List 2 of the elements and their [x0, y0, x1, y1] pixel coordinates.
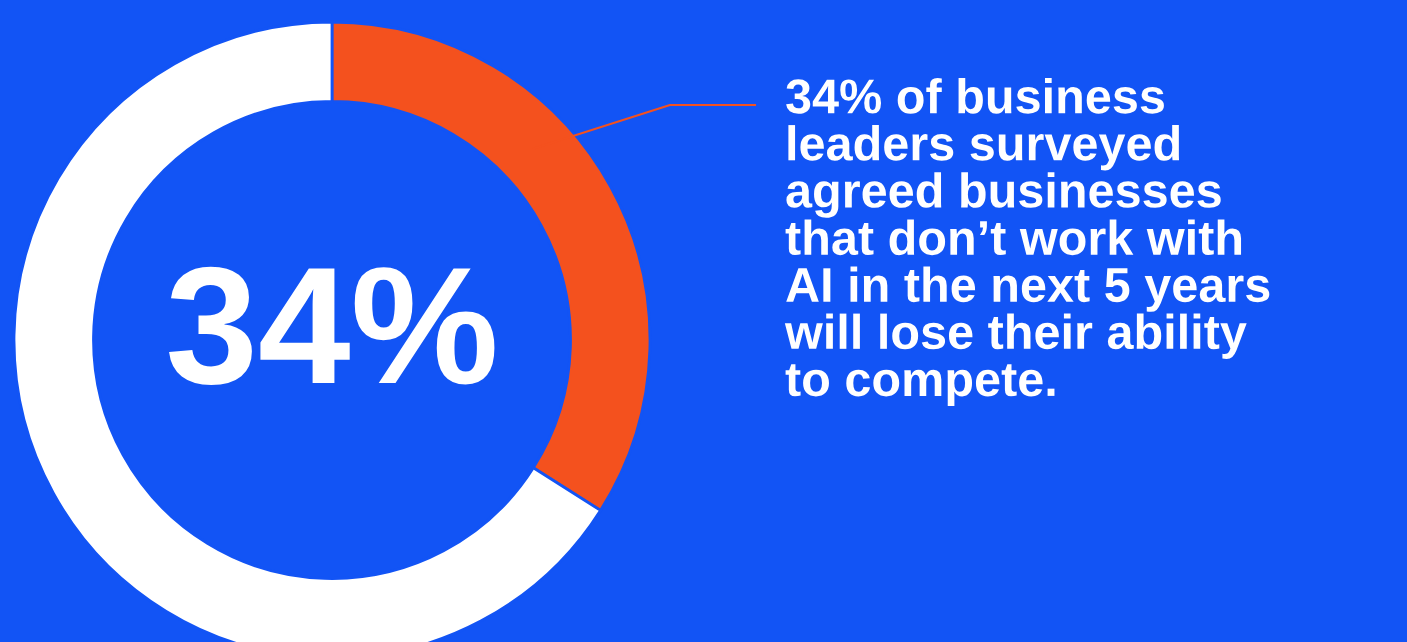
text: 34%	[169, 266, 495, 385]
text: 34% of business leaders surveyed agreed businesses that don’t work with AI in the next 5 years will lose their ability to compete.	[784, 78, 1270, 406]
